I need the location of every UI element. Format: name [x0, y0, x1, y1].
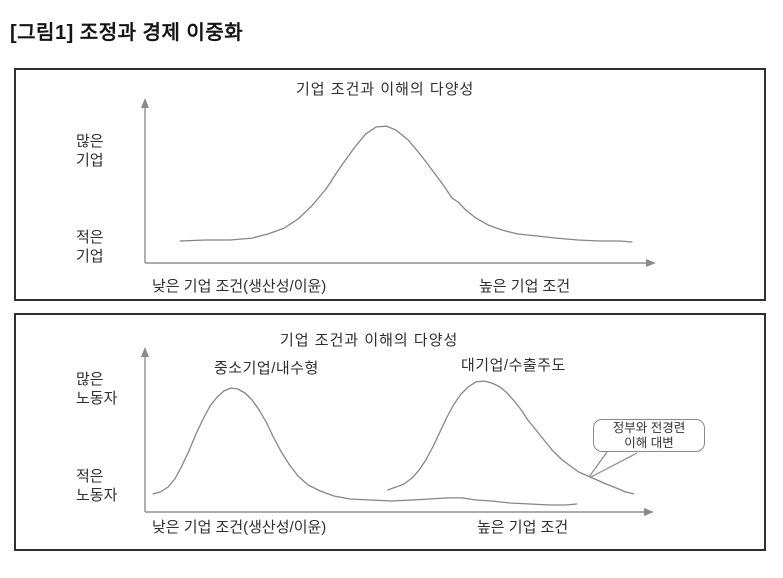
bottom-ylabel-many-workers: 많은 노동자	[76, 371, 118, 407]
sme-domestic-series-label: 중소기업/내수형	[214, 360, 319, 377]
top-xlabel-high-conditions: 높은 기업 조건	[479, 278, 571, 295]
large-export-curve	[387, 380, 635, 495]
top-distribution-curve	[179, 125, 633, 243]
bottom-xlabel-high-conditions: 높은 기업 조건	[477, 519, 569, 536]
top-chart-axes-group	[141, 98, 656, 267]
bottom-chart-axes-group	[141, 347, 654, 516]
bottom-x-axis-arrow-icon	[644, 508, 654, 516]
callout-pointer-line-right	[590, 452, 638, 478]
top-x-axis-arrow-icon	[646, 259, 656, 267]
top-xlabel-low-conditions: 낮은 기업 조건(생산성/이윤)	[152, 278, 327, 295]
bottom-chart-title: 기업 조건과 이해의 다양성	[280, 332, 459, 349]
bottom-ylabel-few-workers: 적은 노동자	[76, 468, 118, 504]
callout-pointer-line-left	[588, 451, 608, 478]
sme-domestic-curve	[152, 387, 578, 506]
top-ylabel-few-firms: 적은 기업	[76, 229, 104, 265]
bottom-xlabel-low-conditions: 낮은 기업 조건(생산성/이윤)	[152, 519, 327, 536]
top-chart-title: 기업 조건과 이해의 다양성	[296, 81, 475, 98]
government-fki-callout: 정부와 전경련 이해 대변	[593, 419, 705, 452]
top-chart-panel	[14, 68, 766, 301]
top-ylabel-many-firms: 많은 기업	[76, 133, 104, 169]
figure-title: [그림1] 조정과 경제 이중화	[10, 22, 244, 44]
large-export-series-label: 대기업/수출주도	[461, 357, 566, 374]
bottom-y-axis-arrow-icon	[141, 347, 149, 357]
top-y-axis-arrow-icon	[141, 98, 149, 108]
